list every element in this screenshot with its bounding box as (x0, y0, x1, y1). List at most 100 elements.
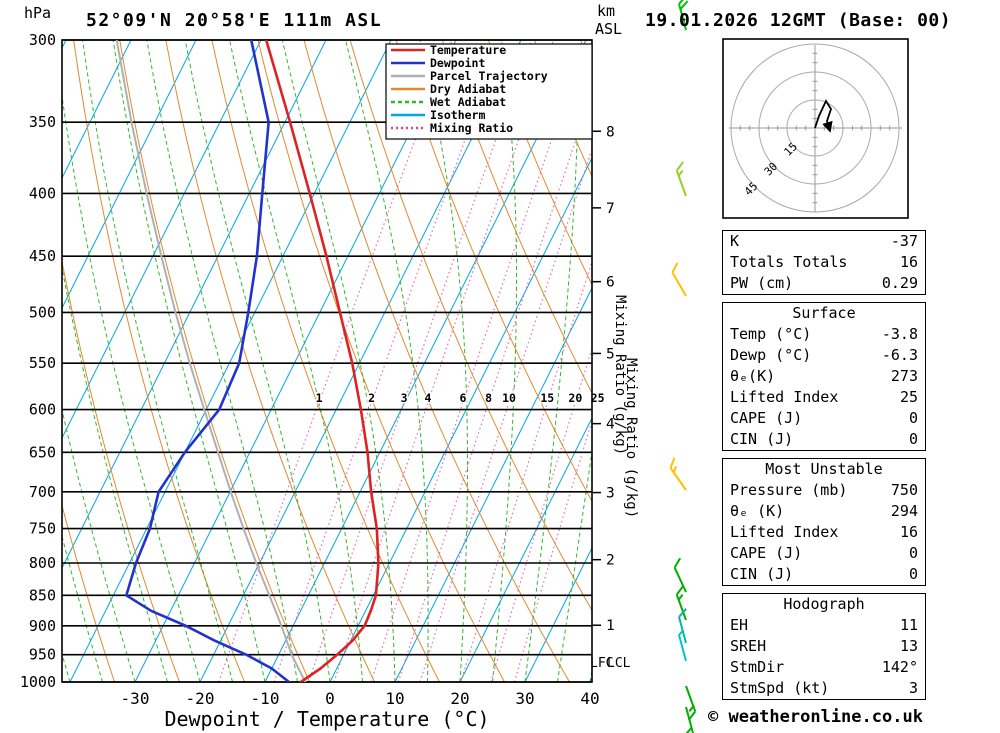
mixing-ratio-value-label: 20 (568, 391, 582, 405)
mixing-ratio-value-label: 2 (368, 391, 375, 405)
legend-label: Wet Adiabat (430, 95, 506, 109)
stat-label: Temp (°C) (730, 325, 812, 343)
table-row: CAPE (J) 0 (723, 408, 925, 429)
mixing-ratio-axis-label: Mixing Ratio (g/kg) (623, 358, 639, 518)
stat-label: CIN (J) (730, 565, 794, 583)
mixing-ratio-value-label: 8 (485, 391, 492, 405)
dry-adiabat-line (441, 40, 592, 395)
stat-label: Lifted Index (730, 388, 839, 406)
dry-adiabat-line (62, 503, 115, 682)
stats-table-most-unstable: Most Unstable Pressure (mb) 750 θₑ (K) 294 Li… (722, 458, 926, 586)
stat-value: 13 (899, 637, 918, 655)
wind-barb (669, 457, 687, 491)
temp-tick-label: 10 (385, 689, 404, 708)
table-row: CAPE (J) 0 (723, 543, 925, 564)
mixing-ratio-value-label: 1 (316, 391, 323, 405)
dry-adiabat-line (580, 40, 592, 69)
pressure-tick-label: 500 (29, 303, 56, 321)
stat-label: Pressure (mb) (730, 481, 848, 499)
wind-barb (683, 706, 694, 733)
isotherm-line (329, 156, 592, 682)
stat-label: Totals Totals (730, 253, 848, 271)
parcel-trajectory-curve (115, 40, 307, 682)
table-title: Most Unstable (765, 460, 883, 478)
table-row: EH 11 (723, 615, 925, 636)
wind-barb (671, 262, 687, 297)
table-row: CIN (J) 0 (723, 429, 925, 450)
km-tick-label: 8 (606, 124, 615, 140)
stat-label: StmSpd (kt) (730, 679, 830, 697)
stat-label: CAPE (J) (730, 544, 803, 562)
stat-value: 0 (908, 430, 918, 448)
wet-adiabat-line (0, 40, 5, 682)
stat-value: -3.8 (881, 325, 918, 343)
stat-label: SREH (730, 637, 767, 655)
dewpoint-curve (125, 40, 291, 682)
wind-barb (678, 629, 687, 662)
pressure-tick-label: 350 (29, 113, 56, 131)
plot-border (61, 39, 593, 683)
km-tick-label: 5 (606, 346, 615, 362)
pressure-tick-label: 550 (29, 354, 56, 372)
table-row: K -37 (723, 231, 925, 252)
hodograph-ring (730, 43, 900, 213)
stat-label: Lifted Index (730, 523, 839, 541)
table-row: StmDir 142° (723, 657, 925, 678)
mixing-ratio-value-label: 15 (540, 391, 554, 405)
table-title: Surface (792, 304, 856, 322)
table-row: Totals Totals 16 (723, 252, 925, 273)
pressure-tick-label: 400 (29, 184, 56, 202)
stat-value: 142° (881, 658, 918, 676)
dry-adiabat-line (73, 40, 245, 682)
wet-adiabat-line (82, 40, 233, 682)
stat-label: EH (730, 616, 749, 634)
mixing-ratio-value-label: 4 (425, 391, 432, 405)
dry-adiabat-line (673, 40, 720, 682)
wet-adiabat-line (281, 40, 396, 682)
legend-label: Dewpoint (430, 56, 485, 70)
chart-datetime: 19.01.2026 12GMT (Base: 00) (645, 10, 952, 31)
isotherm-line (62, 40, 327, 570)
isotherm-line (264, 40, 587, 682)
km-tick-label: 6 (606, 275, 615, 291)
pressure-axis-unit: hPa (24, 4, 51, 22)
temperature-axis-label: Dewpoint / Temperature (°C) (164, 707, 489, 731)
stat-value: 294 (890, 502, 918, 520)
stat-label: CIN (J) (730, 430, 794, 448)
stat-value: 0 (908, 565, 918, 583)
hodograph-trace (814, 99, 833, 133)
station-location-title: 52°09'N 20°58'E 111m ASL (86, 10, 383, 31)
sounding-curves (115, 40, 380, 682)
wet-adiabat-line (419, 40, 468, 682)
table-row: Pressure (mb) 750 (723, 480, 925, 501)
km-tick-label: 3 (606, 486, 615, 502)
altitude-axis-unit-km: km (597, 2, 615, 20)
hodograph-ring (786, 99, 844, 157)
pressure-tick-label: 300 (29, 31, 56, 49)
lcl-marker-label: LCL (607, 656, 631, 671)
km-tick-label: 1 (606, 618, 615, 634)
temp-tick-label: 40 (580, 689, 599, 708)
stat-label: θₑ(K) (730, 367, 776, 385)
isotherm-line (199, 40, 522, 682)
stat-label: StmDir (730, 658, 785, 676)
isotherm-line (62, 40, 197, 310)
stats-table-surface: Surface Temp (°C) -3.8 Dewp (°C) -6.3 θₑ(K) 27… (722, 302, 926, 451)
table-row: PW (cm) 0.29 (723, 273, 925, 294)
wet-adiabat-line (62, 92, 201, 682)
pressure-tick-label: 750 (29, 520, 56, 538)
isotherm-line (394, 286, 592, 682)
stat-label: θₑ (K) (730, 502, 785, 520)
pressure-tick-label: 800 (29, 554, 56, 572)
mixing-ratio-value-label: 6 (459, 391, 466, 405)
isotherm-line (69, 40, 392, 682)
legend-box (385, 43, 593, 140)
stat-value: -6.3 (881, 346, 918, 364)
stat-value: 11 (899, 616, 918, 634)
legend-label: Dry Adiabat (430, 82, 506, 96)
mixing-ratio-value-label: 10 (502, 391, 516, 405)
legend-label: Mixing Ratio (430, 121, 513, 135)
table-row: θₑ (K) 294 (723, 501, 925, 522)
mixing-ratio-axis-label-pink: Mixing Ratio (g/kg) (612, 295, 628, 455)
